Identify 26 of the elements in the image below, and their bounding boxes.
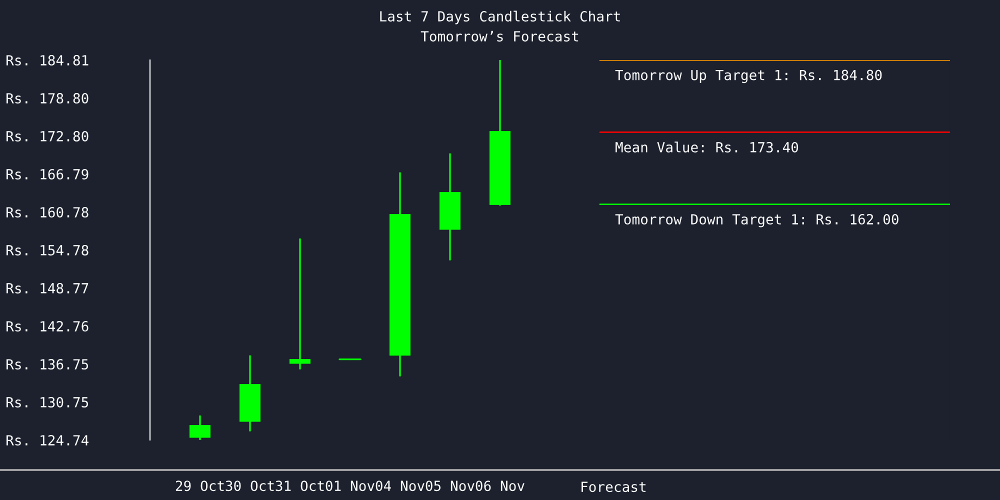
y-tick-label: Rs. 160.78 <box>6 207 88 218</box>
chart-title: Last 7 Days Candlestick Chart <box>380 10 620 24</box>
y-tick-label: Rs. 142.76 <box>6 321 88 332</box>
ref-line-label: Mean Value: Rs. 173.40 <box>616 142 798 152</box>
x-tick-label: 30 Oct <box>226 480 274 492</box>
y-tick-label: Rs. 136.75 <box>6 359 88 370</box>
y-tick-label: Rs. 184.81 <box>6 55 88 66</box>
y-tick-label: Rs. 178.80 <box>6 93 88 104</box>
y-tick-label: Rs. 148.77 <box>6 282 88 294</box>
x-tick-label: 06 Nov <box>476 480 524 492</box>
chart-subtitle: Tomorrow’s Forecast <box>420 30 578 42</box>
ref-line-label: Tomorrow Up Target 1: Rs. 184.80 <box>615 70 882 84</box>
x-tick-label: 04 Nov <box>376 480 424 492</box>
y-tick-label: Rs. 172.80 <box>6 130 88 142</box>
x-tick-label: 29 Oct <box>176 480 224 492</box>
x-tick-label: 31 Oct <box>276 480 324 492</box>
x-tick-label: 01 Nov <box>326 480 374 492</box>
x-tick-label: 05 Nov <box>426 480 474 492</box>
y-tick-label: Rs. 124.74 <box>6 435 89 446</box>
y-tick-label: Rs. 130.75 <box>6 396 88 408</box>
candlestick <box>290 238 310 370</box>
text: Forecast <box>582 482 646 492</box>
y-tick-label: Rs. 166.79 <box>6 169 88 180</box>
ref-line-label: Tomorrow Down Target 1: Rs. 162.00 <box>615 214 898 228</box>
candlestick <box>190 415 210 440</box>
y-tick-label: Rs. 154.78 <box>6 244 88 256</box>
